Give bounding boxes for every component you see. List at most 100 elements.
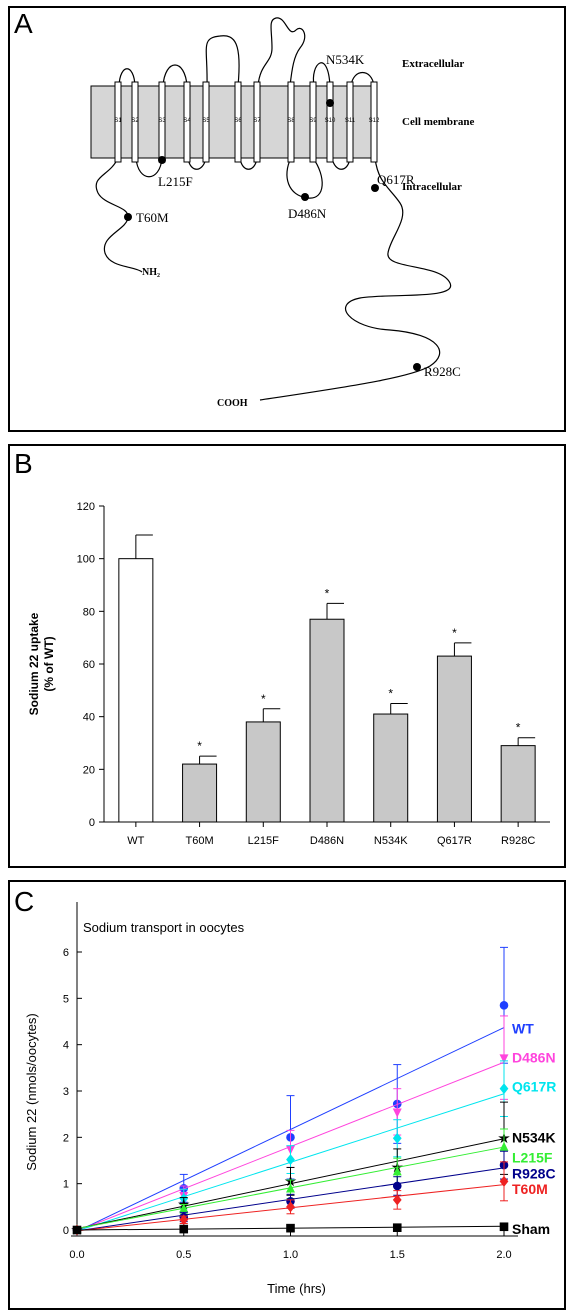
x-tick-label-q617r: Q617R bbox=[437, 835, 472, 847]
mutation-label-t60m: T60M bbox=[136, 210, 169, 225]
y-axis-title: Sodium 22 (nmols/oocytes) bbox=[24, 1013, 39, 1171]
bar-r928c bbox=[500, 745, 536, 823]
point-q617r bbox=[392, 1132, 402, 1144]
x-tick-label-n534k: N534K bbox=[374, 835, 408, 847]
intracellular-label: Intracellular bbox=[402, 181, 462, 193]
point-q617r bbox=[286, 1154, 295, 1166]
y-tick-label: 5 bbox=[63, 993, 69, 1005]
series-t60m: T60M bbox=[72, 1161, 548, 1236]
significance-asterisk-d486n: * bbox=[325, 586, 330, 600]
bar-wt bbox=[118, 558, 154, 823]
panel-b-bar-chart: B 0 20 40 60 80 100 120 Sodium 22 uptake(% of W… bbox=[8, 444, 566, 868]
loop-s2-s3 bbox=[135, 157, 163, 178]
x-axis-title: Time (hrs) bbox=[267, 1281, 326, 1296]
panel-a-label: A bbox=[14, 8, 33, 39]
x-tick-label-d486n: D486N bbox=[310, 835, 344, 847]
y-tick-label: 20 bbox=[83, 764, 95, 776]
chart-title: Sodium transport in oocytes bbox=[83, 920, 245, 935]
series-d486n: D486N bbox=[72, 1015, 556, 1236]
series-sham: Sham bbox=[72, 1221, 550, 1237]
mutation-label-r928c: R928C bbox=[424, 364, 461, 379]
segment-s4 bbox=[183, 81, 191, 163]
series-label-d486n: D486N bbox=[512, 1050, 556, 1066]
segment-label-s11: S11 bbox=[345, 118, 356, 124]
x-tick-label: 0.5 bbox=[176, 1249, 191, 1261]
significance-asterisk-r928c: * bbox=[516, 721, 521, 735]
membrane-label: Cell membrane bbox=[402, 116, 475, 128]
x-tick-label: 0.0 bbox=[69, 1249, 84, 1261]
segment-label-s1: S1 bbox=[114, 118, 122, 124]
point-l215f bbox=[392, 1166, 402, 1176]
series-label-wt: WT bbox=[512, 1020, 534, 1036]
y-tick-label: 120 bbox=[77, 501, 95, 513]
point-wt bbox=[499, 1000, 509, 1010]
mutation-dot-d486n bbox=[301, 193, 309, 201]
point-t60m bbox=[286, 1201, 295, 1213]
panel-c-line-chart: C 0 1 2 3 4 5 6 0.0 0.5 1.0 1.5 2.0 Time (hrs) Sodium… bbox=[8, 880, 566, 1310]
mutation-dot-q617r bbox=[371, 184, 379, 192]
y-tick-label: 2 bbox=[63, 1132, 69, 1144]
transmembrane-segments: S1 S2 S3 S4 S5 S6 S7 S8 S9 S10 S11 S12 bbox=[114, 81, 380, 163]
c-terminus-label: COOH bbox=[217, 398, 248, 409]
segment-label-s9: S9 bbox=[309, 118, 317, 124]
bar-n534k bbox=[373, 713, 409, 823]
segment-s2 bbox=[131, 81, 139, 163]
significance-asterisk-n534k: * bbox=[388, 687, 393, 701]
mutation-dot-r928c bbox=[413, 363, 421, 371]
segment-s10 bbox=[326, 81, 334, 163]
x-tick-label: 1.0 bbox=[283, 1249, 298, 1261]
mutation-markers bbox=[124, 99, 421, 371]
segment-label-s10: S10 bbox=[325, 118, 336, 124]
point-sham bbox=[499, 1222, 509, 1232]
segment-label-s6: S6 bbox=[234, 118, 242, 124]
segment-s7 bbox=[253, 81, 261, 163]
loop-s5-s6 bbox=[205, 35, 240, 87]
point-d486n bbox=[499, 1054, 509, 1064]
loop-s1-s2 bbox=[118, 68, 136, 87]
x-tick-label-t60m: T60M bbox=[186, 835, 214, 847]
series-label-n534k: N534K bbox=[512, 1129, 556, 1145]
c-terminal-tail bbox=[259, 157, 451, 401]
y-tick-label: 6 bbox=[63, 947, 69, 959]
x-tick-label: 2.0 bbox=[496, 1249, 511, 1261]
panel-b-label: B bbox=[14, 448, 33, 479]
point-r928c bbox=[392, 1181, 402, 1191]
segment-s6 bbox=[234, 81, 242, 163]
bar-t60m bbox=[182, 763, 218, 823]
n-terminus-label: NH₂ bbox=[142, 267, 160, 278]
point-sham bbox=[72, 1225, 82, 1235]
series-label-t60m: T60M bbox=[512, 1181, 548, 1197]
bar-l215f bbox=[245, 721, 281, 823]
line-chart-svg: 0 1 2 3 4 5 6 0.0 0.5 1.0 1.5 2.0 Time (hrs) Sodium 2… bbox=[24, 902, 556, 1296]
significance-asterisk-l215f: * bbox=[261, 692, 266, 706]
x-tick-label-wt: WT bbox=[127, 835, 144, 847]
x-tick-label: 1.5 bbox=[390, 1249, 405, 1261]
topology-svg: S1 S2 S3 S4 S5 S6 S7 S8 S9 S10 S11 S12 T60M L215F D… bbox=[90, 17, 475, 409]
loop-s7-s8 bbox=[257, 17, 306, 87]
loop-s9-s10 bbox=[312, 62, 331, 87]
segment-label-s7: S7 bbox=[253, 118, 261, 124]
mutation-label-q617r: Q617R bbox=[377, 172, 415, 187]
segment-s5 bbox=[202, 81, 210, 163]
point-sham bbox=[179, 1224, 189, 1234]
y-tick-label: 100 bbox=[77, 554, 95, 566]
point-sham bbox=[392, 1223, 402, 1232]
y-tick-label: 0 bbox=[89, 817, 95, 829]
significance-asterisk-t60m: * bbox=[197, 739, 202, 753]
panel-c-label: C bbox=[14, 886, 35, 917]
point-l215f bbox=[286, 1183, 295, 1193]
loop-s8-s9 bbox=[286, 157, 323, 199]
loop-s3-s4 bbox=[162, 64, 188, 87]
segment-s11 bbox=[346, 81, 354, 163]
x-tick-label-r928c: R928C bbox=[501, 835, 535, 847]
point-l215f bbox=[499, 1141, 509, 1151]
point-q617r bbox=[499, 1083, 509, 1095]
series-l215f: L215F bbox=[72, 1128, 553, 1234]
segment-s12 bbox=[370, 81, 378, 163]
y-tick-label: 1 bbox=[63, 1179, 69, 1191]
series-label-sham: Sham bbox=[512, 1221, 550, 1237]
y-tick-label: 3 bbox=[63, 1086, 69, 1098]
mutation-label-d486n: D486N bbox=[288, 206, 327, 221]
y-tick-label: 60 bbox=[83, 659, 95, 671]
segment-label-s5: S5 bbox=[202, 118, 210, 124]
